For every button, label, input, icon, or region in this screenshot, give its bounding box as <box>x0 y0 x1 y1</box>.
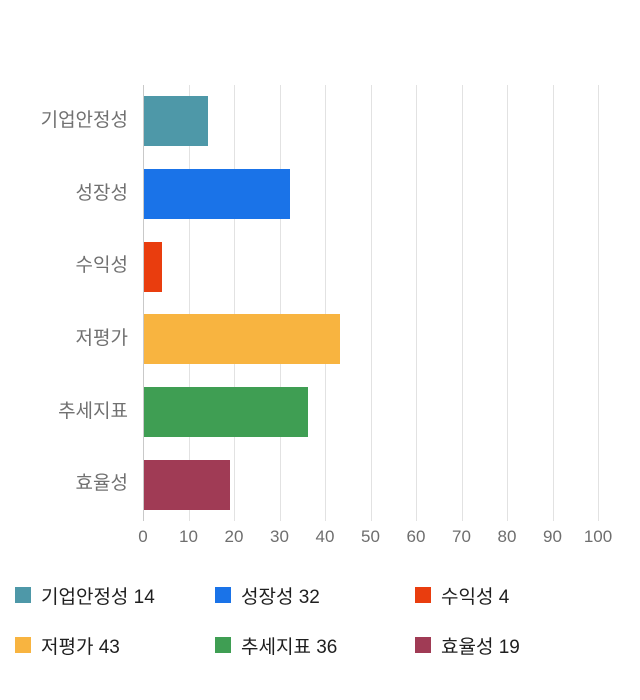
legend-swatch-icon <box>415 587 431 603</box>
gridline <box>552 85 554 521</box>
bar-0[interactable] <box>144 96 208 147</box>
x-tick-label-30: 30 <box>270 527 289 546</box>
bar-4[interactable] <box>144 387 308 437</box>
x-tick-label-70: 70 <box>452 527 471 546</box>
legend-label: 추세지표 36 <box>241 636 338 658</box>
x-tick-label-40: 40 <box>315 527 335 546</box>
category-label-0: 기업안정성 <box>40 110 128 131</box>
gridline <box>279 85 281 521</box>
legend-item-0: 기업안정성 14 <box>15 583 155 608</box>
x-tick-label-10: 10 <box>179 527 198 546</box>
x-axis: 0 10 20 30 40 50 60 70 80 90 100 <box>138 527 612 551</box>
category-label-5: 효율성 <box>75 473 128 495</box>
legend-item-1: 성장성 32 <box>215 583 320 608</box>
x-tick-label-0: 0 <box>138 527 148 546</box>
legend-item-5: 효율성 19 <box>415 633 520 658</box>
legend-label: 수익성 4 <box>441 586 510 608</box>
gridline <box>234 85 235 521</box>
bar-3[interactable] <box>144 314 340 365</box>
bar-2[interactable] <box>144 241 163 292</box>
gridline <box>598 85 599 521</box>
category-label-2: 수익성 <box>75 255 128 277</box>
legend-swatch-icon <box>415 637 431 653</box>
legend-item-4: 추세지표 36 <box>215 633 338 658</box>
x-tick-label-90: 90 <box>543 527 562 546</box>
x-tick-label-100: 100 <box>583 527 613 546</box>
bar-5[interactable] <box>144 459 231 510</box>
legend-item-3: 저평가 43 <box>15 633 120 658</box>
x-tick-label-20: 20 <box>224 527 244 546</box>
legend: 기업안정성 14 성장성 32 수익성 4 저평가 43 추세지표 36 효율성 19 <box>15 583 625 693</box>
legend-label: 기업안정성 14 <box>41 586 155 608</box>
bars-layer <box>143 85 598 521</box>
category-label-3: 저평가 <box>75 328 128 349</box>
x-tick-label-60: 60 <box>406 527 426 546</box>
gridline <box>461 85 463 521</box>
legend-swatch-icon <box>215 637 231 653</box>
gridline <box>188 85 190 521</box>
legend-swatch-icon <box>15 587 31 603</box>
x-tick-label-50: 50 <box>361 527 380 546</box>
gridline <box>325 85 326 521</box>
category-label-1: 성장성 <box>75 182 128 204</box>
legend-label: 저평가 43 <box>41 636 120 658</box>
x-tick-label-80: 80 <box>497 527 517 546</box>
legend-item-2: 수익성 4 <box>415 583 510 608</box>
legend-swatch-icon <box>15 637 31 653</box>
legend-label: 효율성 19 <box>441 636 520 658</box>
axis-baseline <box>143 85 144 521</box>
gridline <box>370 85 372 521</box>
gridline <box>507 85 508 521</box>
plot-area <box>143 85 599 521</box>
legend-label: 성장성 32 <box>241 586 320 608</box>
gridline <box>416 85 417 521</box>
legend-swatch-icon <box>215 587 231 603</box>
bar-1[interactable] <box>144 169 290 219</box>
category-label-4: 추세지표 <box>58 400 128 422</box>
